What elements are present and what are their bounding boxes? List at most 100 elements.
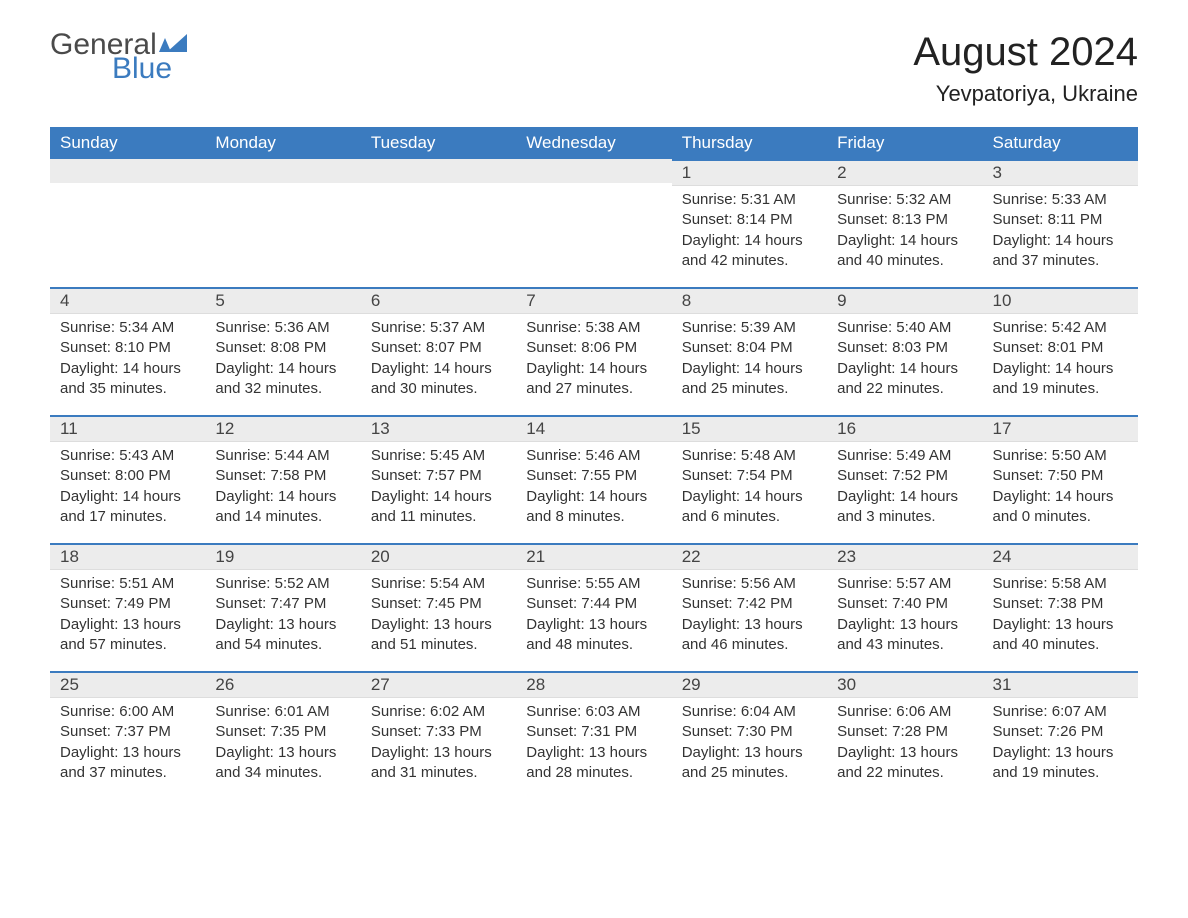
sunset-line: Sunset: 7:52 PM [837, 466, 972, 486]
day-content: Sunrise: 5:44 AMSunset: 7:58 PMDaylight:… [205, 442, 360, 537]
day-content: Sunrise: 6:00 AMSunset: 7:37 PMDaylight:… [50, 698, 205, 793]
daylight-line: Daylight: 13 hours and 46 minutes. [682, 615, 817, 656]
sunrise-line: Sunrise: 6:07 AM [993, 702, 1128, 722]
sunset-line: Sunset: 8:01 PM [993, 338, 1128, 358]
sunset-line: Sunset: 8:07 PM [371, 338, 506, 358]
day-number: 16 [827, 415, 982, 442]
calendar-day-cell: 8Sunrise: 5:39 AMSunset: 8:04 PMDaylight… [672, 287, 827, 415]
daylight-line: Daylight: 13 hours and 57 minutes. [60, 615, 195, 656]
daylight-line: Daylight: 14 hours and 27 minutes. [526, 359, 661, 400]
sunrise-line: Sunrise: 5:48 AM [682, 446, 817, 466]
day-content: Sunrise: 5:32 AMSunset: 8:13 PMDaylight:… [827, 186, 982, 281]
title-location: Yevpatoriya, Ukraine [913, 81, 1138, 107]
calendar-day-cell: 23Sunrise: 5:57 AMSunset: 7:40 PMDayligh… [827, 543, 982, 671]
daylight-line: Daylight: 13 hours and 19 minutes. [993, 743, 1128, 784]
sunset-line: Sunset: 7:42 PM [682, 594, 817, 614]
day-content: Sunrise: 5:43 AMSunset: 8:00 PMDaylight:… [50, 442, 205, 537]
title-month: August 2024 [913, 30, 1138, 75]
sunset-line: Sunset: 7:35 PM [215, 722, 350, 742]
day-content: Sunrise: 5:39 AMSunset: 8:04 PMDaylight:… [672, 314, 827, 409]
sunset-line: Sunset: 7:47 PM [215, 594, 350, 614]
daylight-line: Daylight: 14 hours and 14 minutes. [215, 487, 350, 528]
sunset-line: Sunset: 8:03 PM [837, 338, 972, 358]
daylight-line: Daylight: 14 hours and 32 minutes. [215, 359, 350, 400]
sunset-line: Sunset: 7:40 PM [837, 594, 972, 614]
sunrise-line: Sunrise: 5:44 AM [215, 446, 350, 466]
daylight-line: Daylight: 13 hours and 40 minutes. [993, 615, 1128, 656]
sunrise-line: Sunrise: 5:54 AM [371, 574, 506, 594]
day-content: Sunrise: 5:48 AMSunset: 7:54 PMDaylight:… [672, 442, 827, 537]
day-number: 24 [983, 543, 1138, 570]
day-number: 23 [827, 543, 982, 570]
sunset-line: Sunset: 7:49 PM [60, 594, 195, 614]
daylight-line: Daylight: 13 hours and 25 minutes. [682, 743, 817, 784]
daylight-line: Daylight: 14 hours and 25 minutes. [682, 359, 817, 400]
sunrise-line: Sunrise: 6:04 AM [682, 702, 817, 722]
day-content: Sunrise: 5:55 AMSunset: 7:44 PMDaylight:… [516, 570, 671, 665]
sunset-line: Sunset: 7:33 PM [371, 722, 506, 742]
sunrise-line: Sunrise: 6:00 AM [60, 702, 195, 722]
sunrise-line: Sunrise: 5:38 AM [526, 318, 661, 338]
sunrise-line: Sunrise: 5:43 AM [60, 446, 195, 466]
sunset-line: Sunset: 8:10 PM [60, 338, 195, 358]
sunset-line: Sunset: 8:11 PM [993, 210, 1128, 230]
calendar-day-cell: 25Sunrise: 6:00 AMSunset: 7:37 PMDayligh… [50, 671, 205, 799]
calendar-day-cell: 3Sunrise: 5:33 AMSunset: 8:11 PMDaylight… [983, 159, 1138, 287]
daylight-line: Daylight: 13 hours and 54 minutes. [215, 615, 350, 656]
calendar-row: 25Sunrise: 6:00 AMSunset: 7:37 PMDayligh… [50, 671, 1138, 799]
daylight-line: Daylight: 14 hours and 6 minutes. [682, 487, 817, 528]
day-number: 4 [50, 287, 205, 314]
sunset-line: Sunset: 7:50 PM [993, 466, 1128, 486]
sunset-line: Sunset: 8:08 PM [215, 338, 350, 358]
calendar-day-cell: 26Sunrise: 6:01 AMSunset: 7:35 PMDayligh… [205, 671, 360, 799]
sunset-line: Sunset: 7:57 PM [371, 466, 506, 486]
calendar-day-cell: 17Sunrise: 5:50 AMSunset: 7:50 PMDayligh… [983, 415, 1138, 543]
calendar-row: 11Sunrise: 5:43 AMSunset: 8:00 PMDayligh… [50, 415, 1138, 543]
sunrise-line: Sunrise: 6:01 AM [215, 702, 350, 722]
daylight-line: Daylight: 14 hours and 35 minutes. [60, 359, 195, 400]
weekday-header: Thursday [672, 127, 827, 159]
day-number: 19 [205, 543, 360, 570]
calendar-day-cell: 6Sunrise: 5:37 AMSunset: 8:07 PMDaylight… [361, 287, 516, 415]
daylight-line: Daylight: 14 hours and 11 minutes. [371, 487, 506, 528]
day-content: Sunrise: 6:07 AMSunset: 7:26 PMDaylight:… [983, 698, 1138, 793]
sunset-line: Sunset: 7:45 PM [371, 594, 506, 614]
day-content: Sunrise: 5:36 AMSunset: 8:08 PMDaylight:… [205, 314, 360, 409]
daylight-line: Daylight: 14 hours and 37 minutes. [993, 231, 1128, 272]
day-content: Sunrise: 6:06 AMSunset: 7:28 PMDaylight:… [827, 698, 982, 793]
calendar-day-cell: 2Sunrise: 5:32 AMSunset: 8:13 PMDaylight… [827, 159, 982, 287]
sunset-line: Sunset: 7:31 PM [526, 722, 661, 742]
sunrise-line: Sunrise: 5:58 AM [993, 574, 1128, 594]
day-number: 5 [205, 287, 360, 314]
daylight-line: Daylight: 13 hours and 51 minutes. [371, 615, 506, 656]
day-number: 12 [205, 415, 360, 442]
calendar-day-cell: 12Sunrise: 5:44 AMSunset: 7:58 PMDayligh… [205, 415, 360, 543]
sunrise-line: Sunrise: 5:46 AM [526, 446, 661, 466]
empty-daynum-bar [516, 159, 671, 183]
calendar-row: 18Sunrise: 5:51 AMSunset: 7:49 PMDayligh… [50, 543, 1138, 671]
weekday-header: Wednesday [516, 127, 671, 159]
sunset-line: Sunset: 7:44 PM [526, 594, 661, 614]
sunset-line: Sunset: 7:37 PM [60, 722, 195, 742]
day-number: 18 [50, 543, 205, 570]
day-number: 6 [361, 287, 516, 314]
weekday-header: Monday [205, 127, 360, 159]
day-number: 27 [361, 671, 516, 698]
calendar-row: 4Sunrise: 5:34 AMSunset: 8:10 PMDaylight… [50, 287, 1138, 415]
day-number: 17 [983, 415, 1138, 442]
sunrise-line: Sunrise: 5:40 AM [837, 318, 972, 338]
daylight-line: Daylight: 13 hours and 37 minutes. [60, 743, 195, 784]
calendar-day-cell: 27Sunrise: 6:02 AMSunset: 7:33 PMDayligh… [361, 671, 516, 799]
sunset-line: Sunset: 8:00 PM [60, 466, 195, 486]
calendar-day-cell: 7Sunrise: 5:38 AMSunset: 8:06 PMDaylight… [516, 287, 671, 415]
sunrise-line: Sunrise: 5:39 AM [682, 318, 817, 338]
day-number: 2 [827, 159, 982, 186]
day-content: Sunrise: 5:57 AMSunset: 7:40 PMDaylight:… [827, 570, 982, 665]
day-content: Sunrise: 5:51 AMSunset: 7:49 PMDaylight:… [50, 570, 205, 665]
day-content: Sunrise: 5:45 AMSunset: 7:57 PMDaylight:… [361, 442, 516, 537]
day-content: Sunrise: 5:52 AMSunset: 7:47 PMDaylight:… [205, 570, 360, 665]
day-number: 20 [361, 543, 516, 570]
sunrise-line: Sunrise: 5:36 AM [215, 318, 350, 338]
day-content: Sunrise: 5:54 AMSunset: 7:45 PMDaylight:… [361, 570, 516, 665]
calendar-day-cell: 4Sunrise: 5:34 AMSunset: 8:10 PMDaylight… [50, 287, 205, 415]
